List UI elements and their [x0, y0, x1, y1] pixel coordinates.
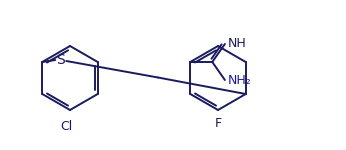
Text: F: F: [215, 117, 221, 130]
Text: Cl: Cl: [60, 120, 72, 133]
Text: NH₂: NH₂: [228, 74, 252, 87]
Text: NH: NH: [228, 38, 247, 51]
Text: S: S: [56, 53, 65, 67]
